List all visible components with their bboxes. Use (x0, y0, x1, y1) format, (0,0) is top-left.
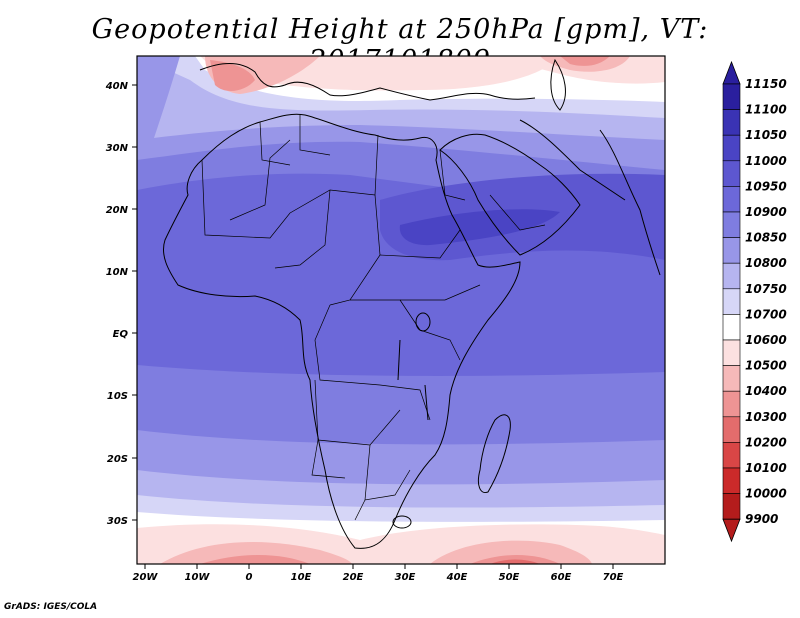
colorbar-tick-label: 10800 (745, 256, 787, 270)
colorbar-tick-label: 10750 (745, 282, 787, 296)
colorbar-tick-label: 11050 (745, 128, 787, 142)
colorbar-swatch (722, 262, 741, 290)
coastlines (163, 58, 661, 549)
colorbar-swatch (722, 134, 741, 162)
colorbar-swatch (722, 467, 741, 494)
colorbar-swatch (722, 160, 741, 187)
colorbar-swatch (722, 186, 741, 213)
colorbar: 11150 11100 11050 11000 10950 10900 10850 10800… (722, 60, 787, 543)
map-frame (136, 55, 666, 565)
colorbar-tick-label: 9900 (745, 512, 778, 526)
lon-label-20e: 20E (343, 572, 364, 583)
lon-label-10w: 10W (185, 572, 211, 583)
colorbar-swatch (722, 109, 741, 136)
colorbar-swatch (722, 442, 741, 469)
lat-axis (132, 84, 137, 521)
colorbar-tick-label: 10850 (745, 231, 787, 245)
lat-label-eq: EQ (113, 329, 129, 340)
colorbar-swatch (722, 339, 741, 366)
colorbar-tick-label: 10100 (745, 461, 787, 475)
colorbar-tick-label: 10600 (745, 333, 787, 347)
colorbar-tick-label: 10400 (745, 384, 787, 398)
colorbar-arrow-top (722, 60, 741, 85)
lon-label-50e: 50E (499, 572, 520, 583)
lat-label-40n: 40N (105, 81, 129, 92)
lon-label-60e: 60E (551, 572, 572, 583)
colorbar-tick-label: 10300 (745, 410, 787, 424)
lat-label-20s: 20S (107, 454, 128, 465)
colorbar-tick-label: 10900 (745, 205, 787, 219)
lon-label-10e: 10E (291, 572, 312, 583)
lat-label-30s: 30S (107, 516, 128, 527)
colorbar-tick-label: 10200 (745, 435, 787, 449)
colorbar-tick-label: 11000 (745, 154, 787, 168)
colorbar-tick-label: 10000 (745, 487, 787, 501)
colorbar-swatch (722, 83, 741, 110)
colorbar-tick-label: 11150 (745, 77, 787, 91)
footer-credit: GrADS: IGES/COLA (4, 602, 98, 612)
lat-label-30n: 30N (106, 143, 129, 154)
colorbar-swatch (722, 314, 741, 341)
colorbar-tick-label: 10500 (745, 359, 787, 373)
lon-label-0: 0 (246, 572, 253, 583)
lon-label-20w: 20W (133, 572, 159, 583)
colorbar-swatch (722, 416, 741, 443)
colorbar-tick-label: 10950 (745, 179, 787, 193)
lon-label-30e: 30E (395, 572, 416, 583)
lat-label-10s: 10S (107, 391, 128, 402)
colorbar-tick-label: 11100 (745, 103, 787, 117)
colorbar-swatch (722, 288, 741, 315)
lon-label-40e: 40E (446, 572, 468, 583)
lat-label-20n: 20N (106, 205, 129, 216)
country-borders (201, 115, 546, 521)
colorbar-swatch (722, 493, 741, 520)
colorbar-swatch (722, 390, 741, 418)
lat-label-10n: 10N (106, 267, 129, 278)
lon-label-70e: 70E (603, 572, 624, 583)
height-field (137, 56, 665, 564)
colorbar-swatch (722, 237, 741, 264)
lon-axis (144, 564, 614, 569)
colorbar-swatch (722, 211, 741, 238)
colorbar-tick-label: 10700 (745, 307, 787, 321)
colorbar-arrow-bottom (722, 518, 741, 543)
colorbar-swatch (722, 365, 741, 392)
